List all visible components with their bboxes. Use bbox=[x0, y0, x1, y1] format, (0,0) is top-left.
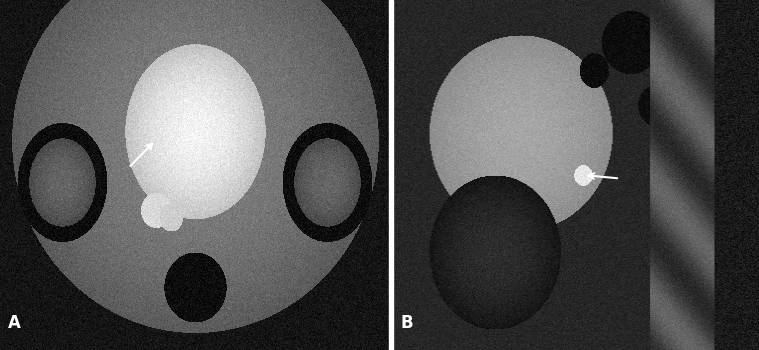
Text: B: B bbox=[401, 315, 413, 332]
Text: A: A bbox=[8, 315, 20, 332]
